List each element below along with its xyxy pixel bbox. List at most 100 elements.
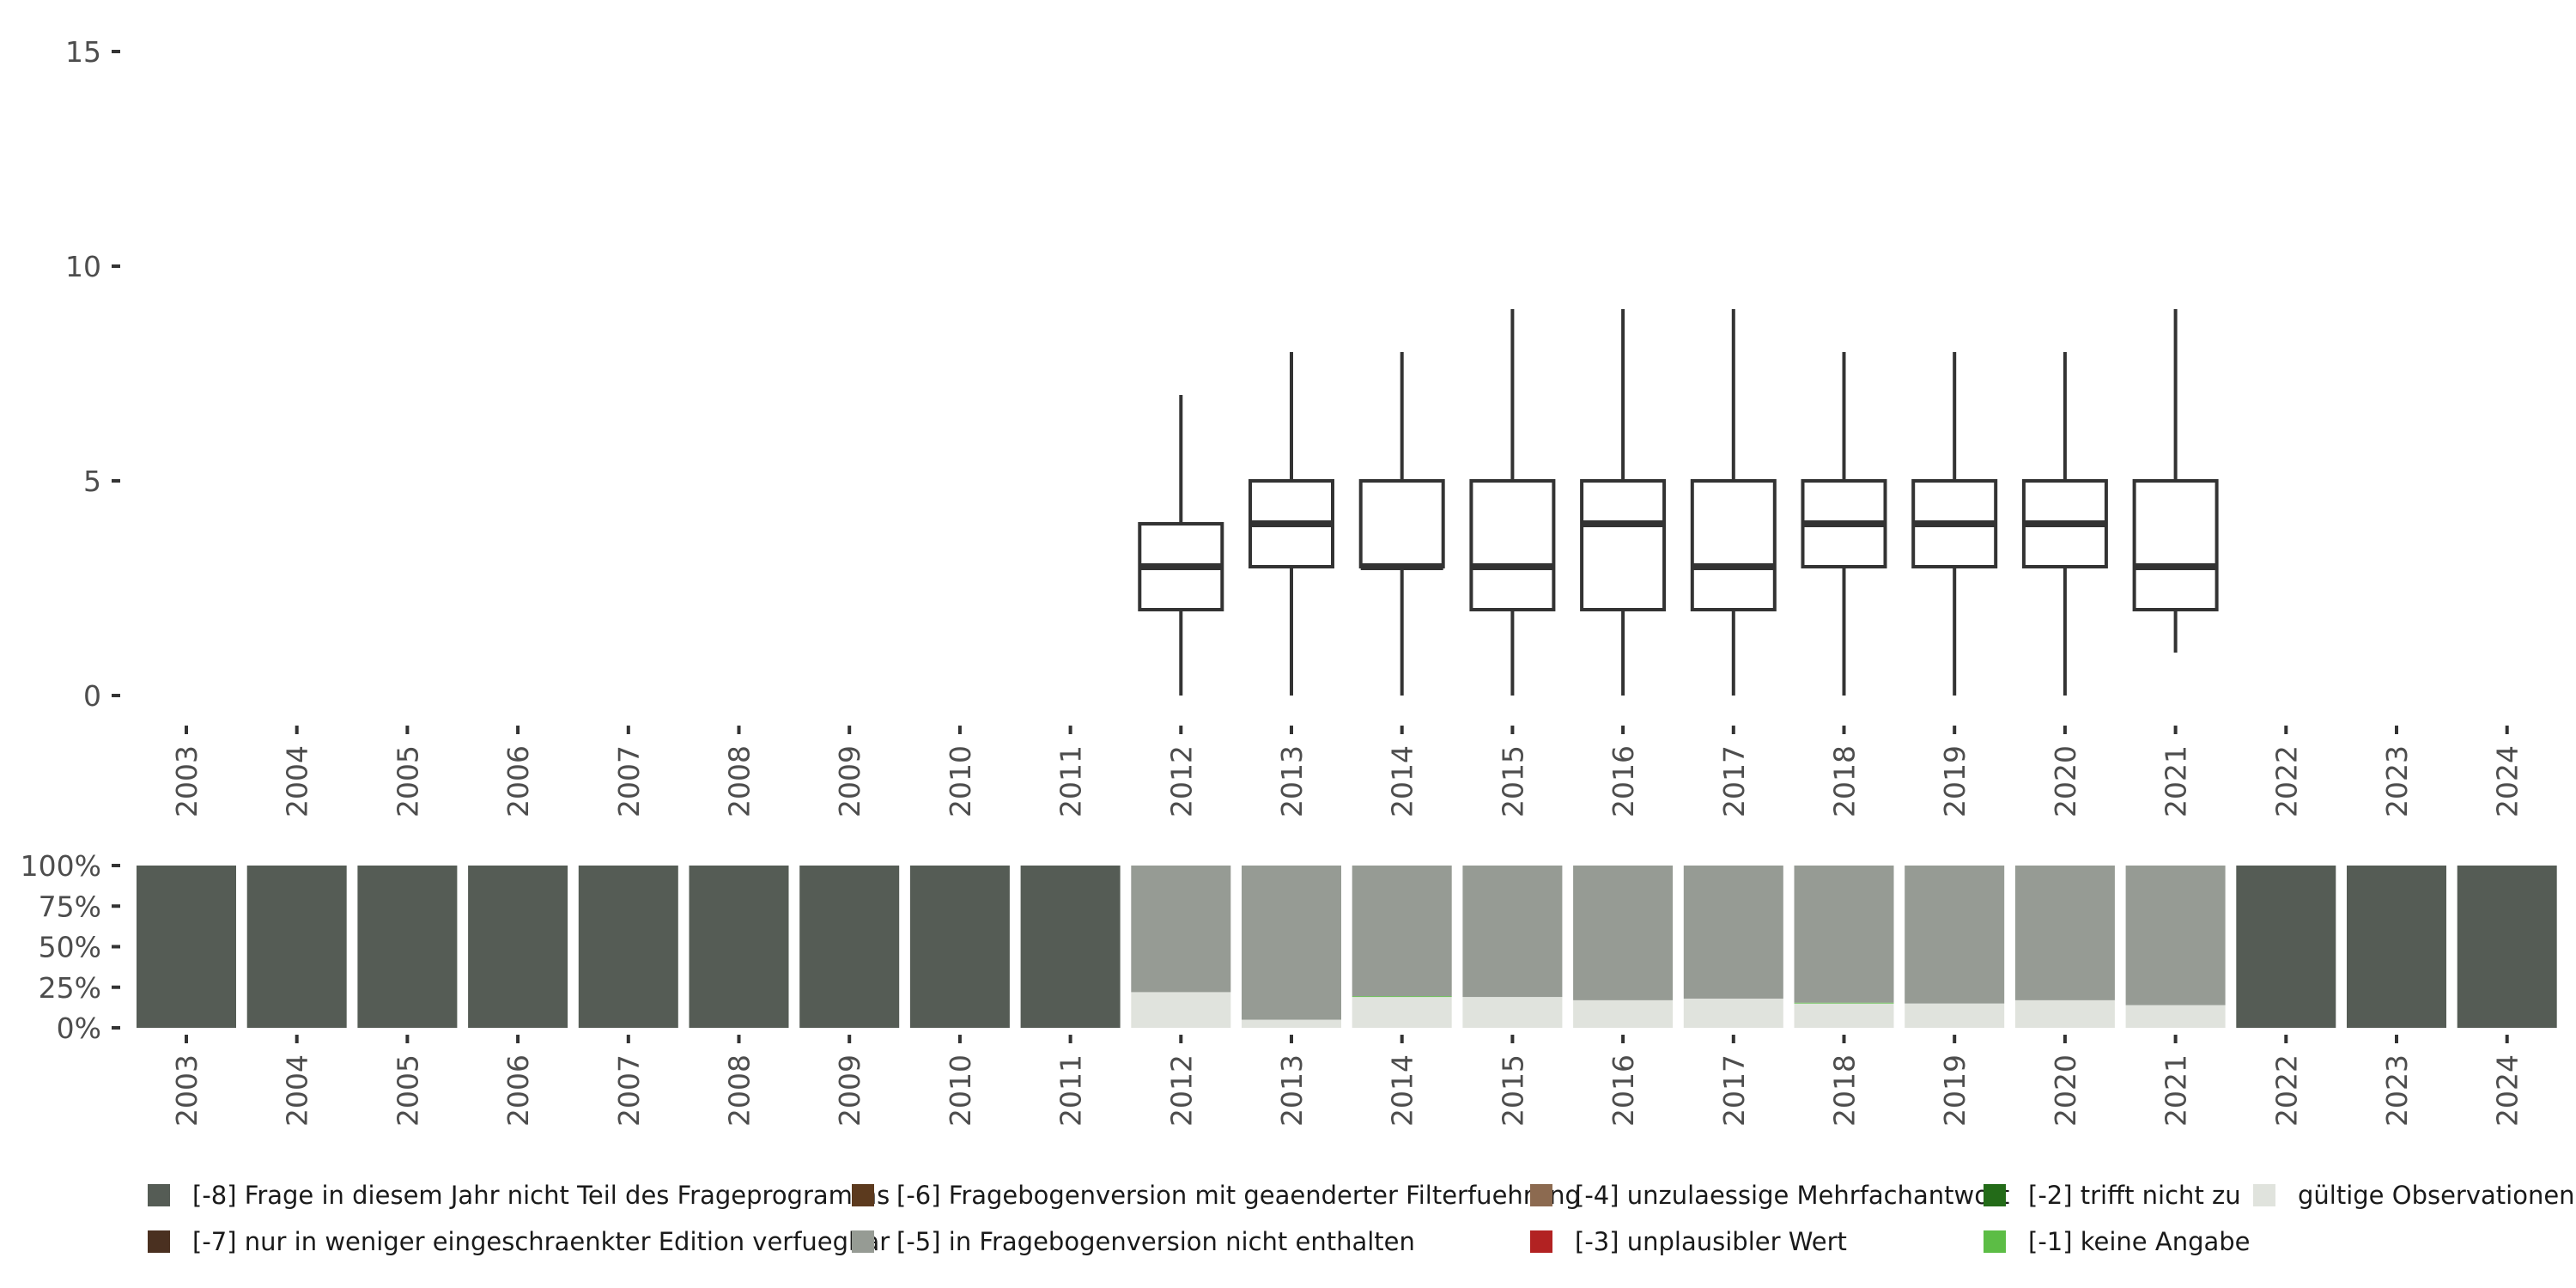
bar-2007 (578, 866, 678, 1028)
x-tick-label: 2003 (170, 745, 204, 817)
box-2020 (2021, 352, 2108, 696)
bar-segment (468, 866, 568, 1028)
x-tick-label: 2022 (2269, 745, 2303, 817)
bar-2013 (1242, 866, 1341, 1028)
bar-segment (1573, 866, 1674, 1000)
box-iqr (2132, 479, 2219, 611)
legend-swatch (1530, 1230, 1552, 1253)
bar-2009 (799, 866, 900, 1028)
box-iqr (1358, 479, 1445, 568)
bar-segment (909, 866, 1010, 1028)
x-tick-label: 2017 (1717, 745, 1751, 817)
bar-segment (2125, 1005, 2226, 1028)
box-iqr (1469, 479, 1556, 611)
y-tick-label: 50% (39, 931, 101, 964)
x-tick-label: 2006 (501, 745, 535, 817)
bar-segment (137, 866, 236, 1028)
x-tick-label: 2011 (1054, 745, 1088, 817)
x-tick-label: 2022 (2269, 1054, 2303, 1127)
y-tick-label: 25% (39, 971, 101, 1005)
x-tick-label: 2018 (1828, 745, 1862, 817)
x-tick-label: 2020 (2049, 1054, 2082, 1127)
x-tick-label: 2014 (1386, 745, 1419, 817)
x-tick-label: 2016 (1607, 745, 1640, 817)
bar-2008 (689, 866, 789, 1028)
bar-segment (1462, 997, 1563, 1028)
x-tick-label: 2005 (391, 745, 424, 817)
x-tick-label: 2020 (2049, 745, 2082, 817)
legend-swatch (1984, 1230, 2006, 1253)
x-tick-label: 2010 (944, 1054, 977, 1127)
legend-item: [-6] Fragebogenversion mit geaenderter F… (852, 1181, 1581, 1210)
x-tick-label: 2016 (1607, 1054, 1640, 1127)
x-tick-label: 2008 (723, 1054, 756, 1127)
y-tick-label: 0% (57, 1012, 101, 1045)
x-tick-label: 2004 (281, 745, 314, 817)
box-2013 (1249, 352, 1334, 696)
bar-segment (2014, 999, 2115, 1028)
bar-segment (1242, 1019, 1341, 1028)
y-tick-label: 75% (39, 890, 101, 923)
bar-2017 (1683, 866, 1783, 1028)
bar-2006 (468, 866, 568, 1028)
legend-swatch (148, 1230, 170, 1253)
box-iqr (1690, 479, 1777, 611)
bar-2020 (2014, 866, 2115, 1028)
x-tick-label: 2012 (1164, 745, 1198, 817)
legend-swatch (148, 1184, 170, 1206)
x-tick-label: 2008 (723, 745, 756, 817)
x-tick-label: 2023 (2380, 1054, 2414, 1127)
box-2021 (2132, 309, 2219, 653)
x-tick-label: 2021 (2160, 1054, 2193, 1127)
bar-segment (2457, 866, 2557, 1028)
bar-segment (1242, 866, 1341, 1020)
box-2019 (1911, 352, 1998, 696)
bar-2022 (2236, 866, 2336, 1028)
x-tick-label: 2013 (1275, 1054, 1309, 1127)
legend-item: gültige Observationen (2253, 1181, 2575, 1210)
bar-segment (578, 866, 678, 1028)
box-2016 (1580, 309, 1667, 696)
x-tick-label: 2004 (281, 1054, 314, 1127)
x-tick-label: 2024 (2491, 745, 2524, 817)
y-tick-label: 100% (21, 849, 101, 883)
x-tick-label: 2018 (1828, 1054, 1862, 1127)
bar-segment (689, 866, 789, 1028)
bar-segment (1905, 1003, 2005, 1028)
bar-2024 (2457, 866, 2557, 1028)
x-tick-label: 2015 (1496, 745, 1529, 817)
x-tick-label: 2009 (833, 1054, 866, 1127)
bar-2004 (246, 866, 347, 1028)
x-tick-label: 2003 (170, 1054, 204, 1127)
box-2018 (1801, 352, 1887, 696)
bar-2005 (357, 866, 458, 1028)
bar-segment (1905, 866, 2005, 1004)
bar-segment (799, 866, 900, 1028)
bar-2018 (1794, 866, 1894, 1028)
bar-segment (1352, 996, 1452, 998)
x-tick-label: 2009 (833, 745, 866, 817)
boxplot-panel: 0 5 10 15 2003 2004 2005 2006 2007 2008 2009 2010 20… (65, 35, 2524, 817)
legend-label: [-6] Fragebogenversion mit geaenderter F… (896, 1181, 1581, 1210)
x-tick-label: 2023 (2380, 745, 2414, 817)
bar-2021 (2125, 866, 2226, 1028)
legend-label: [-1] keine Angabe (2028, 1227, 2251, 1256)
bar-segment (1794, 1003, 1894, 1028)
bar-2023 (2347, 866, 2446, 1028)
legend: [-8] Frage in diesem Jahr nicht Teil des… (148, 1181, 2575, 1256)
bar-2012 (1131, 866, 1231, 1028)
legend-item: [-1] keine Angabe (1984, 1227, 2251, 1256)
x-tick-label: 2021 (2160, 745, 2193, 817)
legend-item: [-7] nur in weniger eingeschraenkter Edi… (148, 1227, 890, 1256)
x-tick-label: 2007 (612, 745, 646, 817)
x-tick-label: 2007 (612, 1054, 646, 1127)
bar-2014 (1352, 866, 1452, 1028)
bar-segment (1462, 866, 1563, 998)
bar-2015 (1462, 866, 1563, 1028)
bar-segment (1020, 866, 1121, 1028)
bar-2010 (909, 866, 1010, 1028)
box-2015 (1469, 309, 1556, 696)
bar-2011 (1020, 866, 1121, 1028)
legend-item: [-4] unzulaessige Mehrfachantwort (1530, 1181, 2009, 1210)
